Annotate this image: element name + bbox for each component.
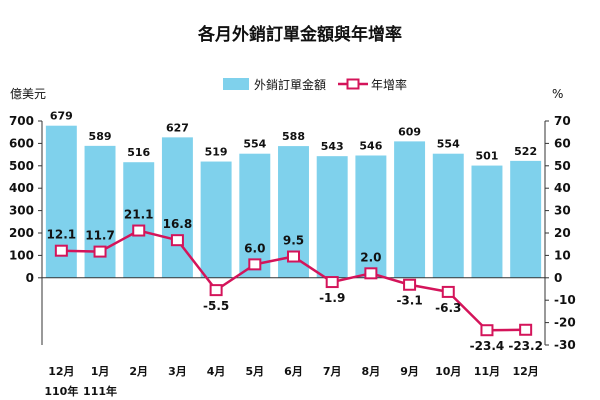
category-label: 12月 xyxy=(512,365,538,378)
rate-point xyxy=(209,284,223,297)
left-axis-title: 億美元 xyxy=(10,87,46,101)
bar-value-label: 588 xyxy=(282,130,305,143)
right-tick-label: 70 xyxy=(554,114,571,128)
category-label: 5月 xyxy=(245,365,264,378)
rate-value-label: -23.2 xyxy=(508,339,543,353)
right-tick-label: 60 xyxy=(554,136,571,150)
rate-value-label: 11.7 xyxy=(85,229,115,243)
bar-value-label: 519 xyxy=(205,146,228,159)
bar-value-label: 522 xyxy=(514,145,537,158)
category-label: 12月 xyxy=(48,365,74,378)
rate-value-label: 9.5 xyxy=(283,234,304,248)
rate-value-label: 21.1 xyxy=(124,208,154,222)
chart-title: 各月外銷訂單金額與年增率 xyxy=(197,24,402,45)
right-axis-title: % xyxy=(552,87,563,101)
bar-value-label: 501 xyxy=(475,150,498,163)
bar-value-label: 679 xyxy=(50,110,73,123)
rate-point xyxy=(287,250,300,263)
bar xyxy=(316,156,348,278)
rate-value-label: -1.9 xyxy=(319,291,345,305)
rate-value-label: 2.0 xyxy=(360,250,381,264)
bar xyxy=(123,162,155,278)
bar xyxy=(394,141,426,278)
right-tick-label: -10 xyxy=(554,293,576,307)
year-label: 111年 xyxy=(83,384,117,398)
rate-value-label: -6.3 xyxy=(435,301,461,315)
right-tick-label: -20 xyxy=(554,316,576,330)
bar-value-label: 546 xyxy=(359,139,382,152)
rate-value-label: 16.8 xyxy=(163,217,193,231)
rate-point xyxy=(441,285,455,298)
year-label: 110年 xyxy=(44,384,78,398)
category-label: 9月 xyxy=(400,365,419,378)
plot-area: 0 100 200 300 400 500 600 700 -30 -20 -10 0 10 20 30 40… xyxy=(9,110,576,398)
rate-value-label: 6.0 xyxy=(244,241,265,255)
legend-swatch-amount xyxy=(223,78,249,90)
bar xyxy=(510,160,542,278)
rate-point xyxy=(54,244,68,257)
bar xyxy=(432,153,464,278)
category-label: 2月 xyxy=(129,365,148,378)
bar-value-label: 543 xyxy=(321,140,344,153)
left-tick-label: 100 xyxy=(9,248,34,262)
bar xyxy=(200,161,232,278)
rate-point xyxy=(403,278,417,291)
bar xyxy=(471,165,503,278)
bar-value-label: 516 xyxy=(127,146,150,159)
rate-point xyxy=(170,234,184,247)
category-label: 4月 xyxy=(207,365,226,378)
left-tick-label: 700 xyxy=(9,114,34,128)
left-tick-label: 200 xyxy=(9,226,34,240)
left-tick-label: 600 xyxy=(9,136,34,150)
bar xyxy=(355,155,387,278)
legend-marker-rate xyxy=(346,78,360,90)
right-tick-label: 40 xyxy=(554,181,571,195)
category-label: 1月 xyxy=(91,365,110,378)
right-tick-label: 50 xyxy=(554,159,571,173)
rate-point xyxy=(248,258,262,271)
category-label: 10月 xyxy=(435,365,461,378)
right-tick-label: 0 xyxy=(554,271,562,285)
rate-value-label: -23.4 xyxy=(470,339,505,353)
legend-label-amount: 外銷訂單金額 xyxy=(254,77,326,92)
rate-point xyxy=(93,245,107,258)
right-tick-label: 20 xyxy=(554,226,571,240)
right-tick-label: -30 xyxy=(554,338,576,352)
category-label: 8月 xyxy=(362,365,381,378)
left-tick-label: 400 xyxy=(9,181,34,195)
category-label: 7月 xyxy=(323,365,342,378)
category-label: 11月 xyxy=(474,365,500,378)
left-tick-label: 500 xyxy=(9,159,34,173)
rate-value-label: 12.1 xyxy=(47,228,77,242)
legend: 外銷訂單金額 年增率 xyxy=(223,77,407,92)
rate-value-label: -3.1 xyxy=(396,294,422,308)
rate-point xyxy=(480,324,494,337)
bar-value-label: 609 xyxy=(398,125,421,138)
bar-value-label: 589 xyxy=(89,130,112,143)
rate-point xyxy=(132,224,146,237)
left-tick-label: 300 xyxy=(9,204,34,218)
left-tick-label: 0 xyxy=(26,271,34,285)
bar-value-label: 554 xyxy=(437,138,460,151)
right-tick-label: 10 xyxy=(554,248,571,262)
bar xyxy=(161,137,193,278)
legend-label-rate: 年增率 xyxy=(371,77,407,92)
rate-point xyxy=(519,323,533,336)
rate-value-label: -5.5 xyxy=(203,299,229,313)
bar-value-label: 627 xyxy=(166,121,189,134)
right-tick-label: 30 xyxy=(554,204,571,218)
bar xyxy=(239,153,271,278)
bar xyxy=(84,145,116,278)
rate-point xyxy=(325,276,339,289)
category-label: 6月 xyxy=(284,365,303,378)
category-label: 3月 xyxy=(168,365,187,378)
bar-value-label: 554 xyxy=(243,138,266,151)
rate-point xyxy=(364,267,378,280)
